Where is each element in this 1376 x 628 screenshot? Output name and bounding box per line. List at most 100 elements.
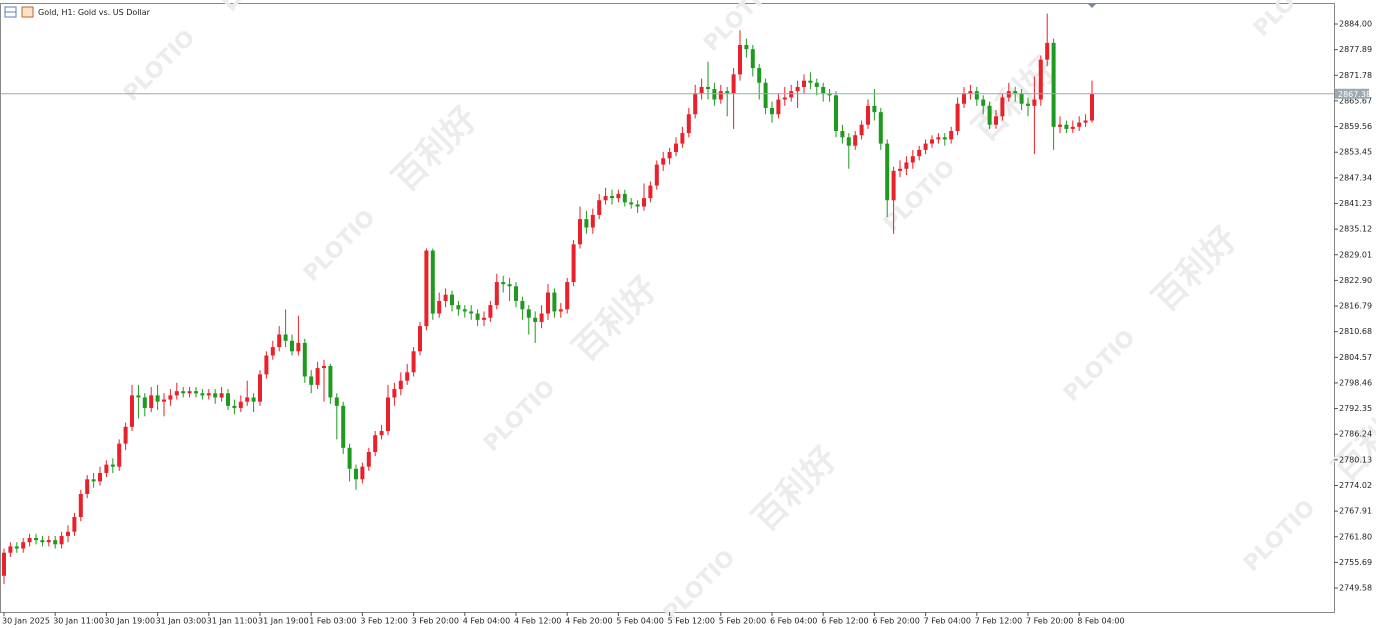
candle-body (904, 162, 909, 169)
y-tick-label: 2749.58 (1339, 584, 1372, 593)
candle-body (1045, 42, 1050, 60)
candle-body (443, 294, 448, 301)
candle-body (776, 99, 781, 115)
candle-body (590, 214, 595, 228)
candle-body (942, 137, 947, 140)
price-label-box (1335, 88, 1369, 99)
y-tick-label: 2835.12 (1339, 225, 1372, 234)
candle-body (1038, 59, 1043, 100)
candle-body (834, 95, 838, 132)
candle-body (386, 397, 390, 432)
candle-body (373, 435, 378, 453)
candle-body (610, 196, 614, 199)
y-tick-label: 2847.34 (1339, 173, 1372, 182)
candle-body (667, 151, 672, 159)
candle-body (411, 351, 416, 373)
plot (0, 13, 1334, 585)
candle-body (642, 198, 646, 207)
candle-body (1026, 103, 1030, 106)
candle-body (859, 124, 864, 136)
candle-body (558, 309, 563, 312)
candle-body (808, 80, 813, 83)
candle-body (1006, 91, 1011, 98)
candle-body (955, 103, 960, 132)
x-tick-label: 3 Feb 20:00 (412, 617, 459, 626)
candle-body (789, 91, 794, 98)
candle-body (750, 49, 755, 69)
candle-body (200, 393, 205, 396)
candle-body (616, 193, 621, 199)
candle-body (98, 472, 102, 482)
candle-body (1070, 126, 1075, 129)
candle-body (872, 105, 877, 113)
y-tick-label: 2884.00 (1339, 20, 1372, 29)
candle-body (418, 326, 422, 352)
candle-body (539, 313, 544, 322)
candle-body (168, 395, 173, 400)
x-tick-label: 4 Feb 04:00 (463, 617, 510, 626)
candle-body (981, 99, 986, 106)
candle-body (846, 137, 851, 146)
y-tick-label: 2841.23 (1339, 199, 1372, 208)
candle-body (1000, 97, 1005, 117)
candle-body (699, 86, 704, 94)
candle-body (232, 405, 237, 408)
candle-body (987, 105, 992, 125)
candle-body (782, 97, 787, 100)
candle-body (923, 143, 928, 150)
x-tick-label: 7 Feb 12:00 (975, 617, 1022, 626)
candle-body (1019, 93, 1024, 104)
candle-body (571, 244, 576, 283)
candle-body (437, 300, 442, 314)
chart-title: Gold, H1: Gold vs. US Dollar (38, 8, 151, 17)
candle-body (994, 116, 998, 125)
candle-body (930, 139, 934, 144)
candle-body (270, 347, 275, 356)
x-tick-label: 4 Feb 12:00 (514, 617, 561, 626)
candle-body (405, 372, 410, 381)
candle-body (104, 464, 109, 473)
candle-body (181, 391, 186, 394)
y-tick-label: 2786.24 (1339, 430, 1372, 439)
candle-body (802, 80, 806, 87)
x-tick-label: 6 Feb 20:00 (872, 617, 919, 626)
candle-body (206, 393, 211, 396)
y-tick-label: 2755.69 (1339, 558, 1372, 567)
candle-body (693, 93, 698, 115)
candle-body (744, 44, 749, 50)
candle-body (526, 309, 531, 318)
y-tick-label: 2822.90 (1339, 276, 1372, 285)
candle-body (21, 542, 26, 549)
candle-body (341, 405, 346, 448)
candle-body (277, 334, 282, 348)
candle-body (91, 479, 96, 482)
candle-body (763, 82, 768, 108)
candle-body (360, 466, 365, 480)
x-tick-label: 6 Feb 04:00 (770, 617, 817, 626)
candle-body (661, 158, 666, 165)
candle-body (8, 546, 13, 553)
candle-body (347, 447, 352, 469)
x-tick-label: 1 Feb 03:00 (309, 617, 356, 626)
y-tick-label: 2767.91 (1339, 507, 1372, 516)
candle-body (648, 185, 653, 199)
candle-body (142, 397, 147, 408)
candle-body (494, 282, 499, 306)
candle-body (770, 107, 774, 115)
x-tick-label: 31 Jan 11:00 (207, 617, 258, 626)
candle-body (686, 114, 691, 134)
candle-body (878, 112, 883, 144)
candle-body (578, 219, 582, 245)
y-tick-label: 2804.57 (1339, 353, 1372, 362)
icon-chart (21, 6, 34, 18)
candle-body (974, 91, 979, 100)
candle-body (1083, 120, 1088, 123)
candle-body (46, 540, 51, 543)
x-tick-label: 30 Jan 2025 (2, 617, 50, 626)
candle-body (565, 282, 570, 310)
candle-body (680, 133, 685, 144)
x-tick-label: 3 Feb 12:00 (360, 617, 407, 626)
y-tick-label: 2816.79 (1339, 302, 1372, 311)
candle-body (885, 143, 890, 201)
